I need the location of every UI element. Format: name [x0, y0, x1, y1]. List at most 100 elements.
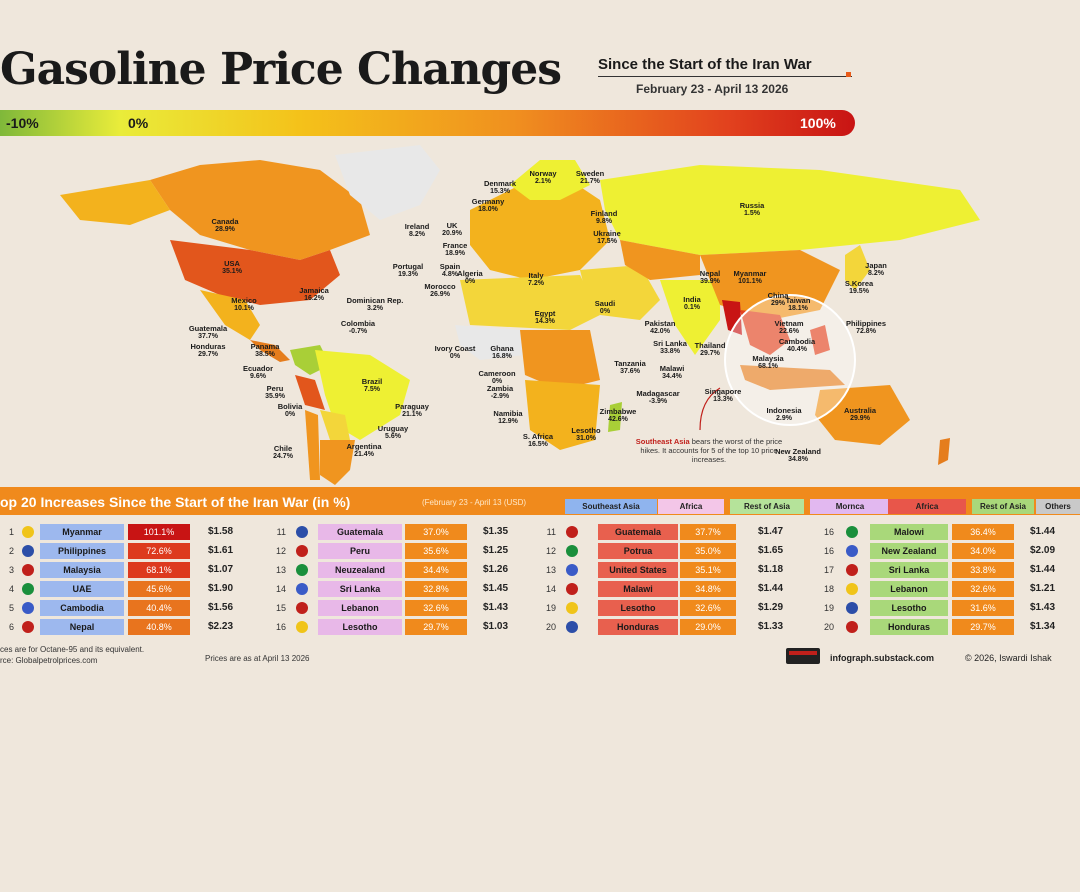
map-label-country: Zambia [486, 384, 514, 393]
flag-icon [566, 526, 578, 538]
flag-icon [566, 621, 578, 633]
map-label-value: 29.7% [700, 350, 720, 357]
rank-number: 17 [823, 565, 834, 575]
flag-icon [296, 602, 308, 614]
map-label-country: Namibia [493, 409, 523, 418]
map-label-value: 68.1% [758, 363, 778, 370]
map-label-country: Pakistan [644, 319, 676, 328]
table-row: 16 New Zealand 34.0% $2.09 [0, 543, 1080, 560]
flag-icon [296, 526, 308, 538]
region-indonesia [740, 365, 845, 390]
map-label-value: 101.1% [738, 278, 762, 285]
map-label-country: S.Korea [844, 279, 874, 288]
increase-percent: 29.7% [405, 619, 467, 635]
map-label-country: Zimbabwe [599, 407, 637, 416]
region-japan-korea [845, 245, 870, 290]
price-usd: $1.21 [1030, 583, 1056, 594]
map-label-country: India [683, 295, 701, 304]
region-bolivia-paraguay [320, 410, 350, 440]
footnote-source: rce: Globalpetrolprices.com [0, 656, 98, 665]
price-usd: $1.35 [483, 526, 509, 537]
region-argentina [320, 440, 355, 485]
category-tab: Others [1036, 499, 1080, 514]
rank-number: 12 [545, 546, 556, 556]
map-label-value: 19.5% [849, 288, 869, 295]
map-label: Argentina 21.4% [346, 443, 381, 459]
map-label-value: 5.6% [385, 433, 401, 440]
country-name: Malowi [870, 524, 948, 540]
copyright: © 2026, Iswardi Ishak [965, 653, 1052, 663]
map-label-country: Ghana [490, 344, 514, 353]
map-label-value: 29.9% [850, 415, 870, 422]
map-label: Peru 35.9% [265, 385, 285, 401]
map-label-country: Italy [528, 271, 544, 280]
map-label: Saudi 0% [595, 300, 615, 316]
rank-number: 12 [275, 546, 286, 556]
map-label-country: Lesotho [571, 426, 601, 435]
table-row: 1 Myanmar 101.1% $1.58 [0, 524, 1080, 541]
rank-number: 5 [8, 603, 14, 613]
map-label-value: 31.0% [576, 435, 596, 442]
map-label-country: Spain [439, 262, 461, 271]
price-usd: $1.56 [208, 602, 234, 613]
category-tab: Mornca [810, 499, 890, 514]
country-name: Peru [318, 543, 402, 559]
map-label: Italy 7.2% [528, 272, 544, 288]
price-usd: $1.65 [758, 545, 784, 556]
footnote-as-of: Prices are as at April 13 2026 [205, 654, 310, 663]
map-label-value: 16.8% [492, 353, 512, 360]
map-label: Russia 1.5% [740, 202, 765, 218]
flag-icon [846, 526, 858, 538]
price-usd: $1.58 [208, 526, 234, 537]
map-label-value: 24.7% [273, 453, 293, 460]
map-label-value: -0.7% [348, 328, 368, 335]
rank-number: 11 [546, 527, 556, 537]
table-row: 13 Neuzealand 34.4% $1.26 [0, 562, 1080, 579]
map-label-value: 16.2% [304, 295, 324, 302]
flag-icon [846, 545, 858, 557]
scale-mid-label: 0% [128, 115, 149, 131]
map-label: Guatemala 37.7% [189, 325, 227, 341]
map-label: Mexico 10.1% [231, 297, 256, 313]
table-row: 20 Honduras 29.0% $1.33 [0, 619, 1080, 636]
price-usd: $1.44 [758, 583, 784, 594]
map-label-country: Sweden [575, 169, 605, 178]
price-usd: $1.34 [1030, 621, 1056, 632]
flag-icon [566, 602, 578, 614]
map-label: Malawi 34.4% [660, 365, 685, 381]
flag-icon [22, 545, 34, 557]
table-row: 19 Lesotho 31.6% $1.43 [0, 600, 1080, 617]
rank-number: 13 [275, 565, 286, 575]
map-label-country: France [442, 241, 468, 250]
subtitle-underline [598, 76, 852, 77]
map-label-value: 33.8% [660, 348, 680, 355]
country-name: Lesotho [318, 619, 402, 635]
region-central-africa [520, 330, 600, 390]
increase-percent: 40.8% [128, 619, 190, 635]
map-label-country: Jamaica [299, 286, 329, 295]
country-name: Guatemala [318, 524, 402, 540]
table-row: 11 Guatemala 37.7% $1.47 [0, 524, 1080, 541]
map-label-value: 0% [464, 278, 476, 285]
map-label-country: Tanzania [614, 359, 646, 368]
map-label-country: Chile [273, 444, 293, 453]
map-label: Philippines 72.8% [846, 320, 886, 336]
map-label: Finland 9.8% [591, 210, 618, 226]
map-label-country: Indonesia [766, 406, 802, 415]
country-name: Lebanon [870, 581, 948, 597]
region-greenland [335, 145, 440, 220]
price-usd: $1.18 [758, 564, 784, 575]
increase-percent: 31.6% [952, 600, 1014, 616]
map-label-country: Ecuador [242, 364, 274, 373]
map-label-country: Colombia [340, 319, 376, 328]
map-label: Indonesia 2.9% [766, 407, 801, 423]
map-label-country: Honduras [190, 342, 226, 351]
flag-icon [566, 583, 578, 595]
map-label: Norway 2.1% [529, 170, 556, 186]
flag-icon [22, 602, 34, 614]
region-usa [170, 240, 340, 305]
map-label: Portugal 19.3% [393, 263, 423, 279]
map-label-country: Philippines [845, 319, 887, 328]
map-label-country: Finland [590, 209, 618, 218]
rank-number: 4 [8, 584, 14, 594]
